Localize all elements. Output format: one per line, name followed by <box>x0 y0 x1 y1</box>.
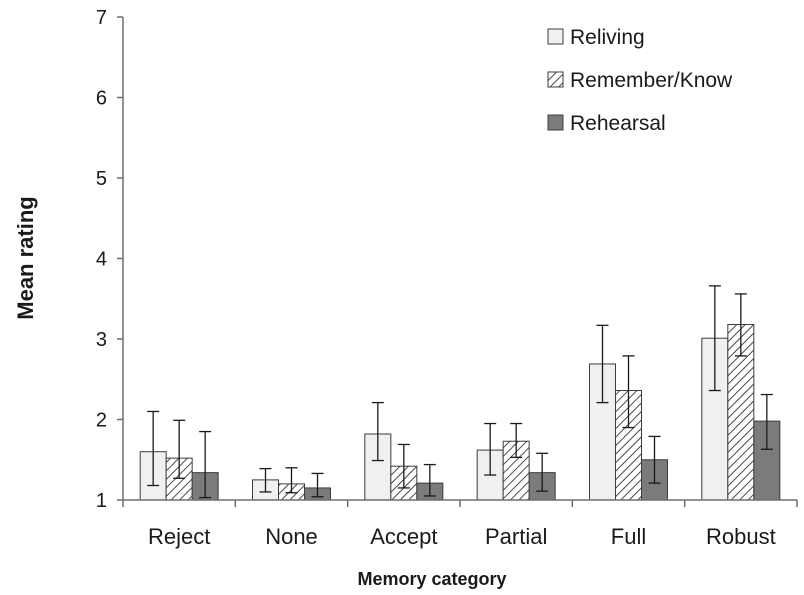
y-tick-label: 4 <box>96 249 107 271</box>
error-bar <box>484 422 497 476</box>
error-bar <box>199 430 212 499</box>
legend-item: Rehearsal <box>547 112 666 135</box>
legend-label: Remember/Know <box>570 69 733 92</box>
x-tick-label: None <box>265 524 318 549</box>
legend: Reliving Remember/Know Rehearsal <box>547 26 733 135</box>
error-bar <box>536 452 549 492</box>
legend-swatch <box>547 71 564 88</box>
error-bar <box>596 324 609 404</box>
x-tick-label: Robust <box>706 524 776 549</box>
error-bar <box>622 355 635 429</box>
y-tick-label: 7 <box>96 7 107 29</box>
legend-swatch <box>547 28 564 45</box>
error-bar <box>173 419 186 479</box>
x-tick-label: Accept <box>370 524 437 549</box>
error-bar <box>371 401 384 462</box>
y-tick-label: 5 <box>96 168 107 190</box>
error-bar <box>423 463 436 497</box>
error-bar <box>708 285 721 392</box>
legend-label: Reliving <box>570 26 645 49</box>
error-bar <box>760 393 773 450</box>
y-tick-label: 6 <box>96 88 107 110</box>
error-bar <box>510 422 523 458</box>
y-tick-label: 2 <box>96 410 107 432</box>
error-bar <box>734 293 747 357</box>
error-bar <box>397 443 410 489</box>
legend-item: Remember/Know <box>547 69 733 92</box>
legend-label: Rehearsal <box>570 112 666 135</box>
error-bar <box>648 435 661 484</box>
legend-swatch <box>547 114 564 131</box>
error-bar <box>147 410 160 487</box>
y-axis-title: Mean rating <box>13 196 38 319</box>
error-bar <box>311 472 324 498</box>
legend-item: Reliving <box>547 26 645 49</box>
x-tick-label: Full <box>611 524 646 549</box>
plot-area <box>139 285 781 501</box>
y-tick-label: 1 <box>96 490 107 512</box>
x-axis-title: Memory category <box>357 569 506 589</box>
x-tick-label: Reject <box>148 524 210 549</box>
y-tick-label: 3 <box>96 329 107 351</box>
axes: 1 2 3 4 5 6 7 Reject None Accept Partial Full Robust <box>96 7 798 549</box>
x-tick-label: Partial <box>485 524 547 549</box>
error-bar <box>285 467 298 494</box>
error-bar <box>259 467 272 493</box>
